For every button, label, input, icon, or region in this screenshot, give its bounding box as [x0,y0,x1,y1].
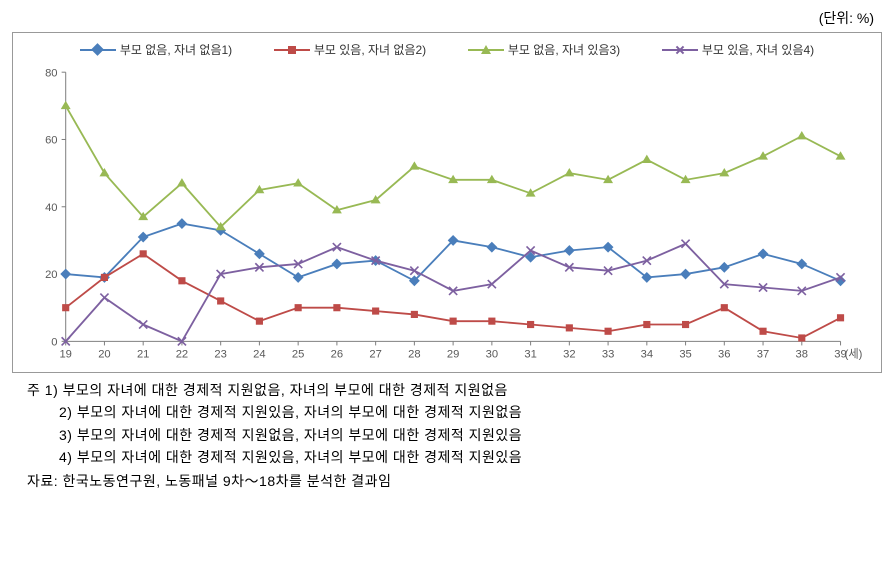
line-chart: 0 20 40 60 80 19 20 21 22 23 24 25 26 27 28 29 30 31 32 33 3… [29,62,865,368]
legend-item-s2: 부모 있음, 자녀 없음2) [274,41,426,58]
legend-marker-s1 [80,43,116,57]
svg-text:(세): (세) [845,348,863,361]
svg-text:40: 40 [45,202,57,214]
svg-text:36: 36 [718,349,730,361]
legend-marker-s2 [274,43,310,57]
svg-text:22: 22 [176,349,188,361]
svg-text:21: 21 [137,349,149,361]
svg-text:29: 29 [447,349,459,361]
legend-label-s1: 부모 없음, 자녀 없음1) [120,41,232,58]
chart-container: 부모 없음, 자녀 없음1) 부모 있음, 자녀 없음2) 부모 없음, 자녀 … [12,32,882,373]
source: 자료: 한국노동연구원, 노동패널 9차～18차를 분석한 결과임 [27,470,882,492]
svg-text:80: 80 [45,67,57,79]
svg-text:25: 25 [292,349,304,361]
svg-text:20: 20 [45,269,57,281]
svg-text:30: 30 [486,349,498,361]
svg-text:38: 38 [796,349,808,361]
triangle-icon [481,45,491,54]
square-icon [288,46,296,54]
svg-text:20: 20 [98,349,110,361]
note-2: 2) 부모의 자녀에 대한 경제적 지원있음, 자녀의 부모에 대한 경제적 지… [59,401,882,423]
svg-text:33: 33 [602,349,614,361]
unit-label: (단위: %) [12,8,882,28]
diamond-icon [91,43,104,56]
svg-text:37: 37 [757,349,769,361]
svg-text:35: 35 [679,349,691,361]
legend-label-s4: 부모 있음, 자녀 있음4) [702,41,814,58]
svg-text:34: 34 [641,349,653,361]
legend-item-s1: 부모 없음, 자녀 없음1) [80,41,232,58]
legend-marker-s3 [468,43,504,57]
note-3: 3) 부모의 자녀에 대한 경제적 지원없음, 자녀의 부모에 대한 경제적 지… [59,424,882,446]
legend-item-s3: 부모 없음, 자녀 있음3) [468,41,620,58]
svg-text:24: 24 [253,349,265,361]
legend-label-s3: 부모 없음, 자녀 있음3) [508,41,620,58]
svg-text:60: 60 [45,135,57,147]
legend-item-s4: .shape-x::before,.shape-x::after{backgro… [662,41,814,58]
legend-label-s2: 부모 있음, 자녀 없음2) [314,41,426,58]
legend-marker-s4: .shape-x::before,.shape-x::after{backgro… [662,43,698,57]
svg-text:32: 32 [563,349,575,361]
svg-text:27: 27 [369,349,381,361]
svg-text:28: 28 [408,349,420,361]
footnotes: 주 1) 부모의 자녀에 대한 경제적 지원없음, 자녀의 부모에 대한 경제적… [27,379,882,493]
legend: 부모 없음, 자녀 없음1) 부모 있음, 자녀 없음2) 부모 없음, 자녀 … [29,41,865,58]
note-4: 4) 부모의 자녀에 대한 경제적 지원있음, 자녀의 부모에 대한 경제적 지… [59,446,882,468]
svg-text:0: 0 [51,336,57,348]
svg-text:31: 31 [524,349,536,361]
x-icon: .shape-x::before,.shape-x::after{backgro… [675,45,685,55]
note-1: 주 1) 부모의 자녀에 대한 경제적 지원없음, 자녀의 부모에 대한 경제적… [27,379,882,401]
svg-text:23: 23 [214,349,226,361]
svg-text:26: 26 [331,349,343,361]
svg-text:19: 19 [59,349,71,361]
